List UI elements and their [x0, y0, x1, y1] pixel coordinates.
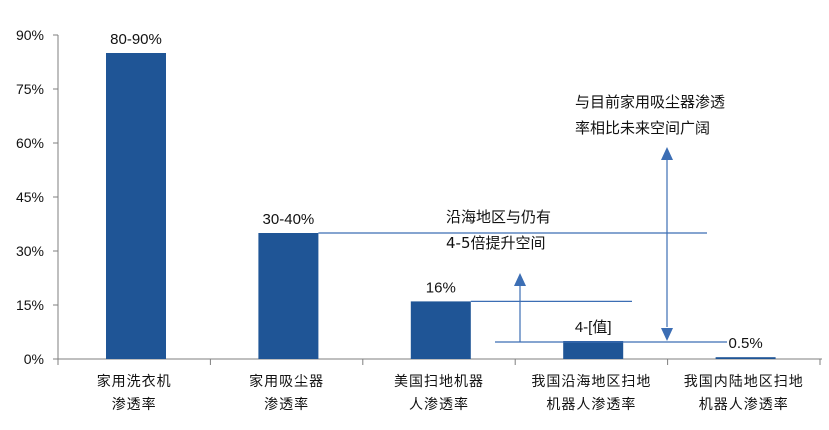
bar [563, 341, 624, 359]
x-category-label: 机器人渗透率 [699, 396, 789, 413]
arrow-head-coastal-gap [514, 273, 526, 286]
x-category-label: 人渗透率 [409, 396, 469, 413]
bar-data-label: 4-[值] [575, 319, 612, 336]
bar-data-label: 16% [426, 279, 456, 296]
y-tick-label: 45% [16, 189, 44, 205]
arrow-head-vacuum-gap-down [661, 328, 673, 341]
bar [106, 53, 166, 359]
x-category-label: 美国扫地机器 [394, 374, 484, 390]
annotation-vacuum-line1: 与目前家用吸尘器渗透 [575, 93, 725, 111]
annotation-coastal-line2: 4-5倍提升空间 [446, 234, 546, 252]
x-category-label: 家用吸尘器 [249, 373, 324, 390]
x-category-label: 渗透率 [264, 396, 309, 413]
y-tick-label: 15% [16, 297, 44, 313]
y-axis-ticks: 0% 15% 30% 45% 60% 75% 90% [16, 27, 58, 367]
bar-data-label: 80-90% [110, 31, 162, 48]
y-tick-label: 0% [24, 351, 44, 367]
arrow-head-vacuum-gap-up [661, 147, 673, 160]
annotation-coastal-line1: 沿海地区与仍有 [446, 208, 551, 226]
x-category-label: 我国沿海地区扫地 [531, 374, 651, 390]
bar [715, 357, 776, 359]
y-tick-label: 90% [16, 27, 44, 43]
x-category-label: 机器人渗透率 [546, 396, 636, 413]
x-category-label: 渗透率 [112, 396, 157, 413]
bar-data-label: 30-40% [263, 211, 315, 228]
x-category-label: 家用洗衣机 [97, 373, 172, 390]
bar-data-label: 0.5% [728, 335, 762, 352]
bars [106, 53, 776, 359]
y-tick-label: 60% [16, 135, 44, 151]
annotation-vacuum-line2: 率相比未来空间广阔 [575, 119, 710, 137]
y-tick-label: 30% [16, 243, 44, 259]
bar [258, 233, 319, 359]
bar [410, 301, 471, 359]
annotation-guides [318, 147, 727, 343]
y-tick-label: 75% [16, 81, 44, 97]
x-category-label: 我国内陆地区扫地 [684, 374, 804, 390]
